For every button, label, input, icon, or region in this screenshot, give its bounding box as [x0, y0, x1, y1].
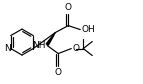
Text: OH: OH: [81, 25, 95, 34]
Polygon shape: [46, 33, 55, 45]
Text: O: O: [65, 3, 72, 12]
Text: O: O: [72, 44, 79, 53]
Text: O: O: [55, 68, 62, 77]
Text: NH: NH: [32, 41, 45, 50]
Text: N: N: [4, 44, 11, 53]
